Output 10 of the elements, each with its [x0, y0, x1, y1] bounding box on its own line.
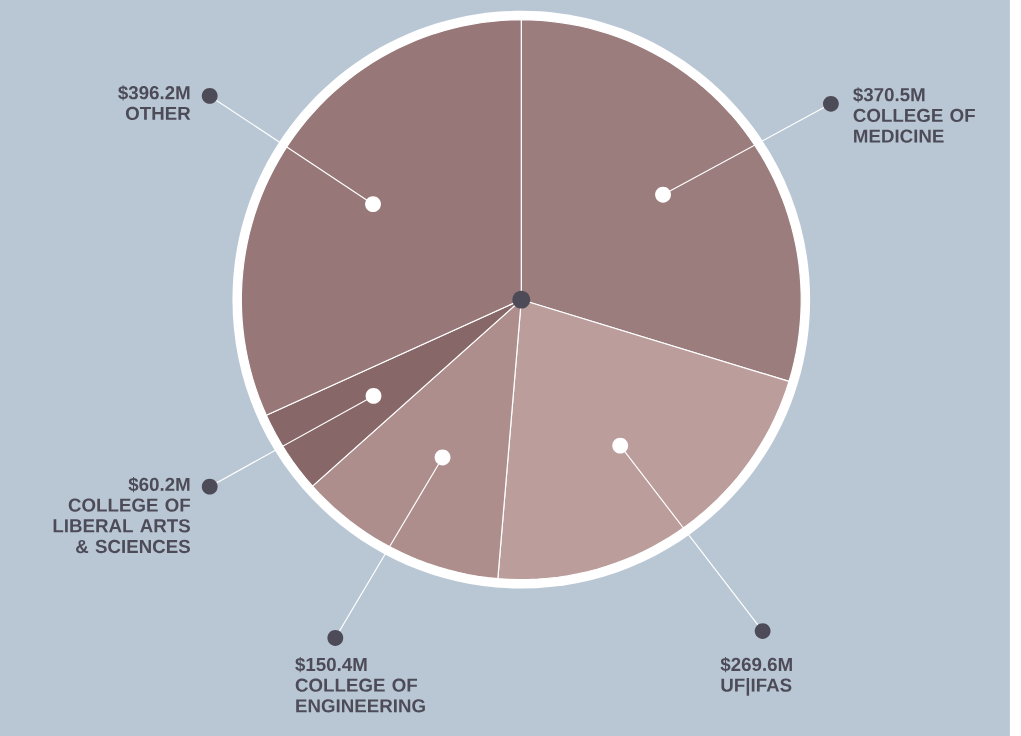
slice-label: COLLEGE OF LIBERAL ARTS & SCIENCES — [53, 498, 191, 554]
data-label: $60.2M — [128, 476, 190, 493]
data-label: $370.5M — [853, 87, 925, 103]
slice-label: OTHER — [125, 106, 191, 121]
slice-label: COLLEGE OF MEDICINE — [853, 108, 975, 143]
data-label: $269.6M — [720, 657, 792, 673]
data-label: $396.2M — [118, 85, 190, 101]
slice-label: COLLEGE OF ENGINEERING — [295, 678, 425, 713]
data-label: $150.4M — [295, 657, 367, 673]
slice-label: UF|IFAS — [721, 678, 792, 696]
